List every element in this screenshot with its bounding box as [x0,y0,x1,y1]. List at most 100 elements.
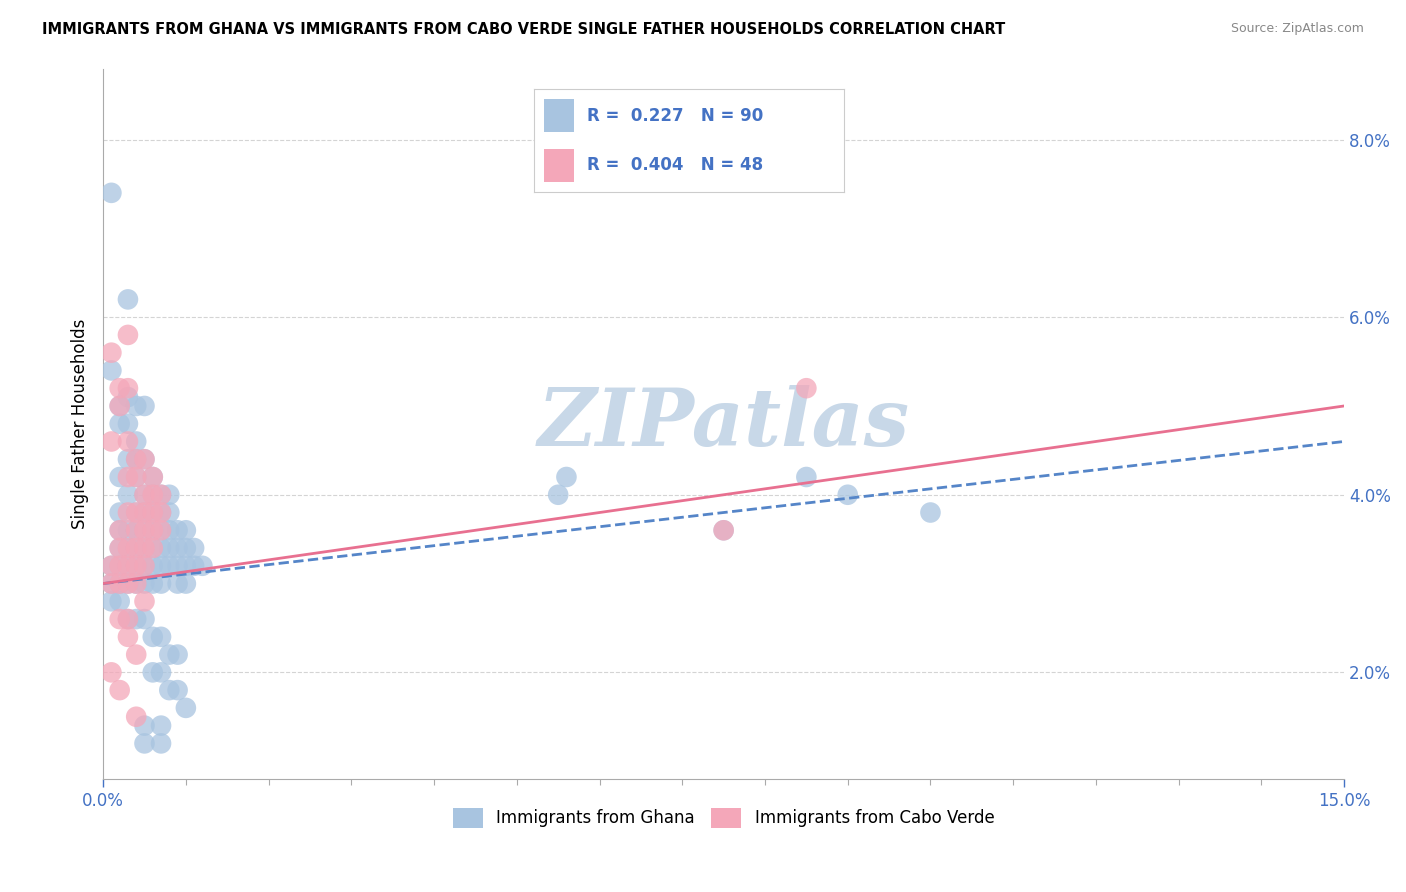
Point [142,630,165,644]
Point [125,710,148,724]
Point [117,558,139,573]
Point [117,576,139,591]
Point [100,434,122,449]
Text: R =  0.404   N = 48: R = 0.404 N = 48 [586,156,763,174]
Point [174,576,197,591]
Point [150,488,173,502]
Legend: Immigrants from Ghana, Immigrants from Cabo Verde: Immigrants from Ghana, Immigrants from C… [446,801,1001,835]
Point [108,523,131,537]
Point [174,701,197,715]
Point [117,452,139,467]
Point [174,558,197,573]
Y-axis label: Single Father Households: Single Father Households [72,318,89,529]
Point [157,648,180,662]
Point [142,506,165,520]
Point [108,612,131,626]
Point [117,630,139,644]
Point [157,558,180,573]
Point [108,541,131,555]
Point [117,612,139,626]
Point [150,576,173,591]
Point [125,506,148,520]
Point [125,434,148,449]
Point [166,523,188,537]
Point [142,523,165,537]
Point [117,541,139,555]
Point [108,594,131,608]
Point [108,381,131,395]
Point [108,399,131,413]
Point [142,470,165,484]
Point [108,576,131,591]
Point [142,488,165,502]
Point [100,186,122,200]
Point [150,736,173,750]
Point [183,558,205,573]
Point [150,523,173,537]
Point [150,718,173,732]
Point [100,558,122,573]
Point [117,488,139,502]
Point [134,399,156,413]
Point [134,523,156,537]
Point [166,576,188,591]
Point [108,470,131,484]
Point [134,558,156,573]
Point [100,665,122,680]
Point [108,576,131,591]
Point [117,390,139,404]
Point [125,452,148,467]
Point [547,488,569,502]
Point [134,452,156,467]
Point [142,576,165,591]
Point [142,665,165,680]
Point [125,576,148,591]
Point [125,648,148,662]
Point [108,558,131,573]
Point [920,506,942,520]
Point [142,470,165,484]
Text: Source: ZipAtlas.com: Source: ZipAtlas.com [1230,22,1364,36]
Text: ZIPatlas: ZIPatlas [537,385,910,462]
Point [108,541,131,555]
Text: IMMIGRANTS FROM GHANA VS IMMIGRANTS FROM CABO VERDE SINGLE FATHER HOUSEHOLDS COR: IMMIGRANTS FROM GHANA VS IMMIGRANTS FROM… [42,22,1005,37]
Point [117,523,139,537]
Point [134,541,156,555]
Point [117,612,139,626]
Point [134,506,156,520]
Point [157,523,180,537]
Point [150,523,173,537]
Point [125,612,148,626]
Point [108,523,131,537]
Point [125,523,148,537]
Point [117,417,139,431]
Point [125,470,148,484]
Point [157,488,180,502]
Point [142,541,165,555]
Point [134,488,156,502]
Point [142,558,165,573]
Point [100,345,122,359]
Point [125,558,148,573]
Point [134,736,156,750]
Point [134,506,156,520]
Point [117,381,139,395]
Point [166,558,188,573]
Point [117,506,139,520]
Point [174,523,197,537]
Point [183,541,205,555]
Point [125,541,148,555]
Point [125,558,148,573]
Point [796,381,818,395]
Point [157,683,180,698]
Point [150,541,173,555]
Point [125,523,148,537]
Point [125,452,148,467]
Point [796,470,818,484]
Point [142,523,165,537]
Point [150,506,173,520]
Point [134,523,156,537]
Point [134,718,156,732]
Point [150,558,173,573]
Point [174,541,197,555]
